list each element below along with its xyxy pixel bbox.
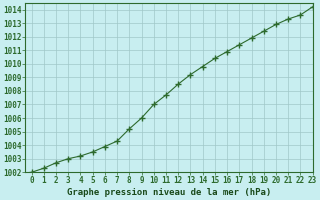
X-axis label: Graphe pression niveau de la mer (hPa): Graphe pression niveau de la mer (hPa) <box>67 188 271 197</box>
